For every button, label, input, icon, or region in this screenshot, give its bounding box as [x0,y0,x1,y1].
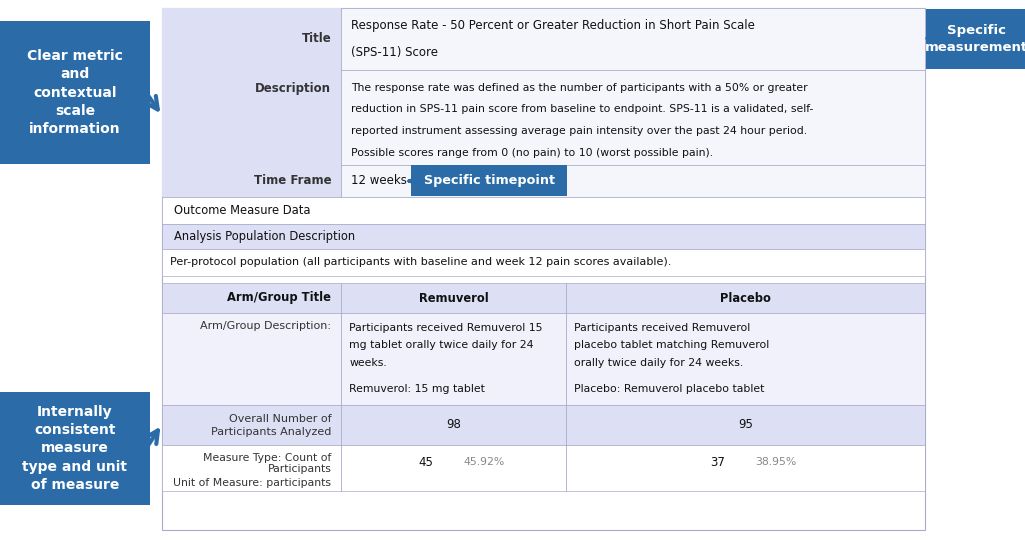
Bar [162,224,925,249]
Text: Title: Title [301,32,331,45]
Text: 37: 37 [710,456,725,469]
Text: 98: 98 [447,418,461,431]
Text: mg tablet orally twice daily for 24: mg tablet orally twice daily for 24 [350,341,534,350]
Text: Response Rate - 50 Percent or Greater Reduction in Short Pain Scale: Response Rate - 50 Percent or Greater Re… [352,19,755,32]
Text: Description: Description [255,82,331,95]
Bar [162,8,341,70]
Bar [162,249,925,276]
Text: 95: 95 [738,418,753,431]
Text: weeks.: weeks. [350,358,387,368]
Text: Remuverol: 15 mg tablet: Remuverol: 15 mg tablet [350,383,485,394]
Bar [162,313,925,405]
Text: Unit of Measure: participants: Unit of Measure: participants [173,478,331,488]
Text: Placebo: Placebo [721,292,771,305]
FancyBboxPatch shape [0,21,150,164]
Text: orally twice daily for 24 weeks.: orally twice daily for 24 weeks. [574,358,744,368]
Text: Specific timepoint: Specific timepoint [423,174,555,187]
Text: reduction in SPS-11 pain score from baseline to endpoint. SPS-11 is a validated,: reduction in SPS-11 pain score from base… [352,105,814,114]
Text: Placebo: Remuverol placebo tablet: Placebo: Remuverol placebo tablet [574,383,765,394]
Text: Participants received Remuverol 15: Participants received Remuverol 15 [350,323,543,333]
Bar [162,405,925,445]
Text: 12 weeks: 12 weeks [352,174,407,187]
Text: Specific
measurement: Specific measurement [925,24,1025,54]
Text: Participants received Remuverol: Participants received Remuverol [574,323,750,333]
Text: Per-protocol population (all participants with baseline and week 12 pain scores : Per-protocol population (all participant… [170,258,671,267]
Text: 45: 45 [418,456,434,469]
Bar [162,197,925,224]
Bar [162,8,925,70]
Bar [162,165,341,197]
Bar [162,70,925,165]
Text: Internally
consistent
measure
type and unit
of measure: Internally consistent measure type and u… [23,404,127,492]
Text: Analysis Population Description: Analysis Population Description [174,230,355,243]
Text: (SPS-11) Score: (SPS-11) Score [352,46,439,59]
FancyBboxPatch shape [0,392,150,505]
Bar [162,8,925,224]
Text: Remuverol: Remuverol [419,292,489,305]
Bar [162,445,925,491]
Bar [162,283,925,313]
Text: Time Frame: Time Frame [253,174,331,187]
Text: Participants: Participants [268,464,331,474]
Text: Arm/Group Title: Arm/Group Title [228,292,331,305]
Text: Participants Analyzed: Participants Analyzed [211,427,331,437]
Text: Measure Type: Count of: Measure Type: Count of [203,453,331,463]
Text: reported instrument assessing average pain intensity over the past 24 hour perio: reported instrument assessing average pa… [352,126,808,136]
Bar [162,165,925,197]
Bar [162,224,925,530]
Text: Arm/Group Description:: Arm/Group Description: [200,321,331,331]
Text: Possible scores range from 0 (no pain) to 10 (worst possible pain).: Possible scores range from 0 (no pain) t… [352,147,713,158]
Text: Clear metric
and
contextual
scale
information: Clear metric and contextual scale inform… [27,49,123,136]
Text: 45.92%: 45.92% [463,457,504,468]
Text: The response rate was defined as the number of participants with a 50% or greate: The response rate was defined as the num… [352,83,808,93]
Text: placebo tablet matching Remuverol: placebo tablet matching Remuverol [574,341,770,350]
Bar [162,70,341,165]
Text: 38.95%: 38.95% [755,457,796,468]
FancyBboxPatch shape [411,165,567,195]
Text: Overall Number of: Overall Number of [229,414,331,424]
FancyBboxPatch shape [926,9,1025,69]
Text: Outcome Measure Data: Outcome Measure Data [174,204,311,217]
